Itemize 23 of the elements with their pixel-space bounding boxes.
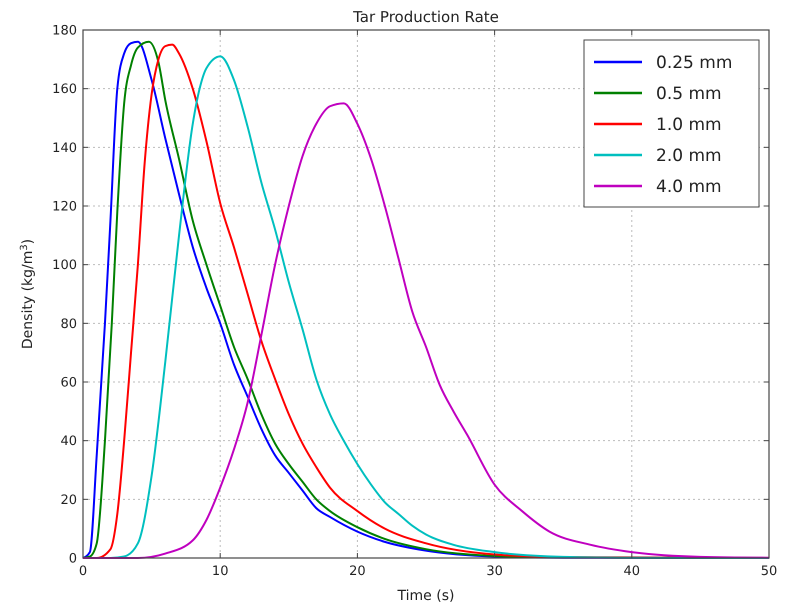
x-tick-label: 40 [624,564,640,579]
x-axis-title: Time (s) [396,588,454,604]
legend-label: 4.0 mm [656,177,722,197]
y-tick-label: 60 [60,376,77,390]
x-tick-label: 30 [486,564,503,579]
y-tick-label: 160 [52,82,77,98]
legend-label: 0.5 mm [656,84,722,104]
chart-title: Tar Production Rate [352,8,499,26]
y-tick-label: 0 [68,552,77,566]
y-tick-label: 120 [52,200,77,214]
legend-label: 2.0 mm [656,146,722,166]
x-tick-label: 20 [349,564,366,579]
y-tick-label: 140 [52,140,77,156]
y-tick-label: 100 [52,258,77,274]
y-tick-label: 20 [60,492,77,508]
x-tick-label: 0 [78,564,88,579]
y-tick-label: 80 [60,316,77,332]
y-tick-label: 180 [52,24,77,38]
y-tick-label: 40 [60,434,77,450]
legend-label: 1.0 mm [656,115,722,135]
x-tick-label: 10 [212,564,228,579]
legend-label: 0.25 mm [656,53,732,73]
x-tick-label: 50 [760,564,778,579]
